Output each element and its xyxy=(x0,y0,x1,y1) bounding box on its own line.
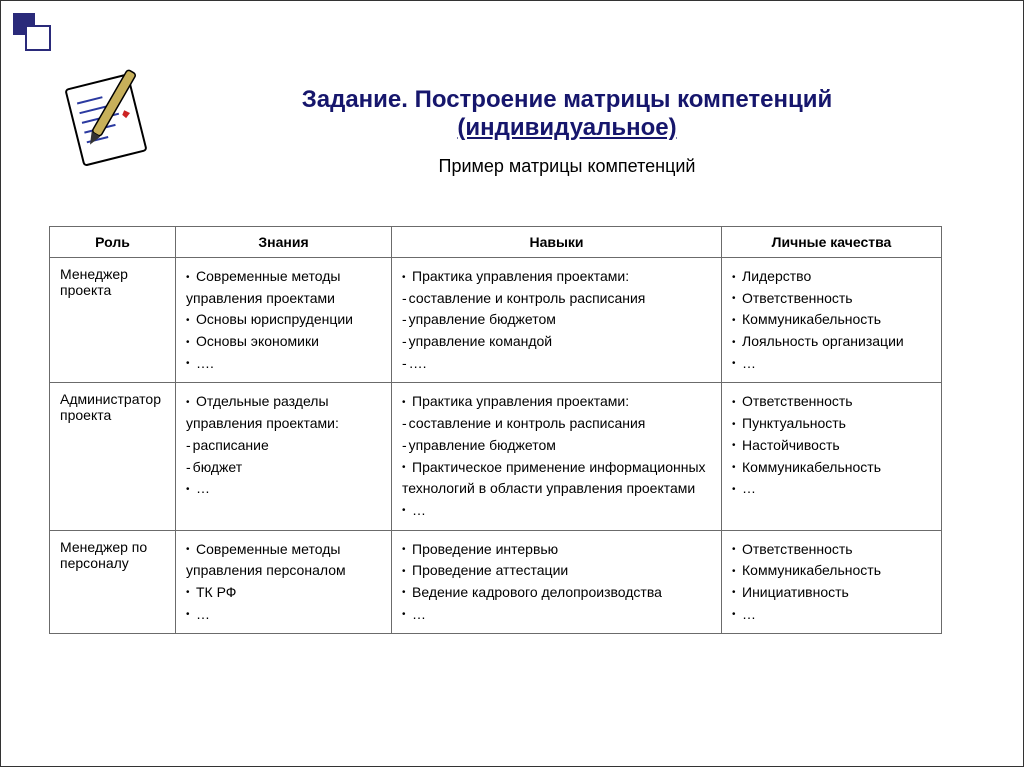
cell-knowledge: Современные методы управления проектамиО… xyxy=(176,258,392,383)
slide-corner-decoration xyxy=(13,13,43,43)
slide-title-line1: Задание. Построение матрицы компетенций xyxy=(171,86,963,114)
cell-role: Менеджер проекта xyxy=(50,258,176,383)
cell-skills: Практика управления проектами:составлени… xyxy=(392,383,722,530)
table-row: Менеджер по персоналуСовременные методы … xyxy=(50,530,942,634)
list-item: ТК РФ xyxy=(186,582,381,604)
cell-role: Менеджер по персоналу xyxy=(50,530,176,634)
list-item: Современные методы управления проектами xyxy=(186,266,381,309)
list-item: Коммуникабельность xyxy=(732,457,931,479)
list-item: Лидерство xyxy=(732,266,931,288)
list-item: Проведение интервью xyxy=(402,539,711,561)
list-item: управление бюджетом xyxy=(402,435,711,457)
table-row: Менеджер проектаСовременные методы управ… xyxy=(50,258,942,383)
list-item: Коммуникабельность xyxy=(732,309,931,331)
list-item: … xyxy=(402,604,711,626)
list-item: …. xyxy=(402,353,711,375)
cell-personal: ОтветственностьКоммуникабельностьИнициат… xyxy=(722,530,942,634)
list-item: … xyxy=(186,478,381,500)
cell-skills: Проведение интервьюПроведение аттестации… xyxy=(392,530,722,634)
list-item: Основы юриспруденции xyxy=(186,309,381,331)
list-item: Практическое применение информационных т… xyxy=(402,457,711,500)
list-item: Ответственность xyxy=(732,391,931,413)
list-item: бюджет xyxy=(186,457,381,479)
list-item: … xyxy=(732,604,931,626)
table-header-row: Роль Знания Навыки Личные качества xyxy=(50,227,942,258)
list-item: управление командой xyxy=(402,331,711,353)
list-item: Ответственность xyxy=(732,539,931,561)
header-personal: Личные качества xyxy=(722,227,942,258)
list-item: Лояльность организации xyxy=(732,331,931,353)
list-item: Основы экономики xyxy=(186,331,381,353)
list-item: … xyxy=(732,478,931,500)
notepad-clipart-icon xyxy=(56,63,161,173)
list-item: Инициативность xyxy=(732,582,931,604)
list-item: Отдельные разделы управления проектами: xyxy=(186,391,381,434)
cell-personal: ЛидерствоОтветственностьКоммуникабельнос… xyxy=(722,258,942,383)
header-knowledge: Знания xyxy=(176,227,392,258)
list-item: расписание xyxy=(186,435,381,457)
cell-knowledge: Отдельные разделы управления проектами:р… xyxy=(176,383,392,530)
list-item: Практика управления проектами: xyxy=(402,391,711,413)
list-item: составление и контроль расписания xyxy=(402,413,711,435)
cell-skills: Практика управления проектами:составлени… xyxy=(392,258,722,383)
cell-knowledge: Современные методы управления персоналом… xyxy=(176,530,392,634)
list-item: Проведение аттестации xyxy=(402,560,711,582)
cell-role: Администратор проекта xyxy=(50,383,176,530)
header-role: Роль xyxy=(50,227,176,258)
list-item: Настойчивость xyxy=(732,435,931,457)
list-item: …. xyxy=(186,353,381,375)
list-item: … xyxy=(402,500,711,522)
list-item: управление бюджетом xyxy=(402,309,711,331)
slide-title-line2: (индивидуальное) xyxy=(457,114,676,141)
cell-personal: ОтветственностьПунктуальностьНастойчивос… xyxy=(722,383,942,530)
list-item: Коммуникабельность xyxy=(732,560,931,582)
slide-subtitle: Пример матрицы компетенций xyxy=(171,156,963,177)
list-item: … xyxy=(186,604,381,626)
slide-header: Задание. Построение матрицы компетенций … xyxy=(171,86,963,177)
list-item: Ответственность xyxy=(732,288,931,310)
table-row: Администратор проектаОтдельные разделы у… xyxy=(50,383,942,530)
list-item: Пунктуальность xyxy=(732,413,931,435)
list-item: Современные методы управления персоналом xyxy=(186,539,381,582)
header-skills: Навыки xyxy=(392,227,722,258)
list-item: составление и контроль расписания xyxy=(402,288,711,310)
competency-matrix-table: Роль Знания Навыки Личные качества Менед… xyxy=(49,226,942,634)
list-item: Практика управления проектами: xyxy=(402,266,711,288)
list-item: … xyxy=(732,353,931,375)
list-item: Ведение кадрового делопроизводства xyxy=(402,582,711,604)
